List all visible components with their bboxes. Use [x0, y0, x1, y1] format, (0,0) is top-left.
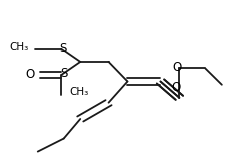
Text: CH₃: CH₃: [70, 87, 89, 97]
Text: O: O: [172, 61, 182, 74]
Text: CH₃: CH₃: [9, 42, 28, 52]
Text: O: O: [171, 81, 181, 94]
Text: S: S: [60, 67, 67, 80]
Text: O: O: [25, 68, 34, 82]
Text: S: S: [59, 42, 66, 55]
